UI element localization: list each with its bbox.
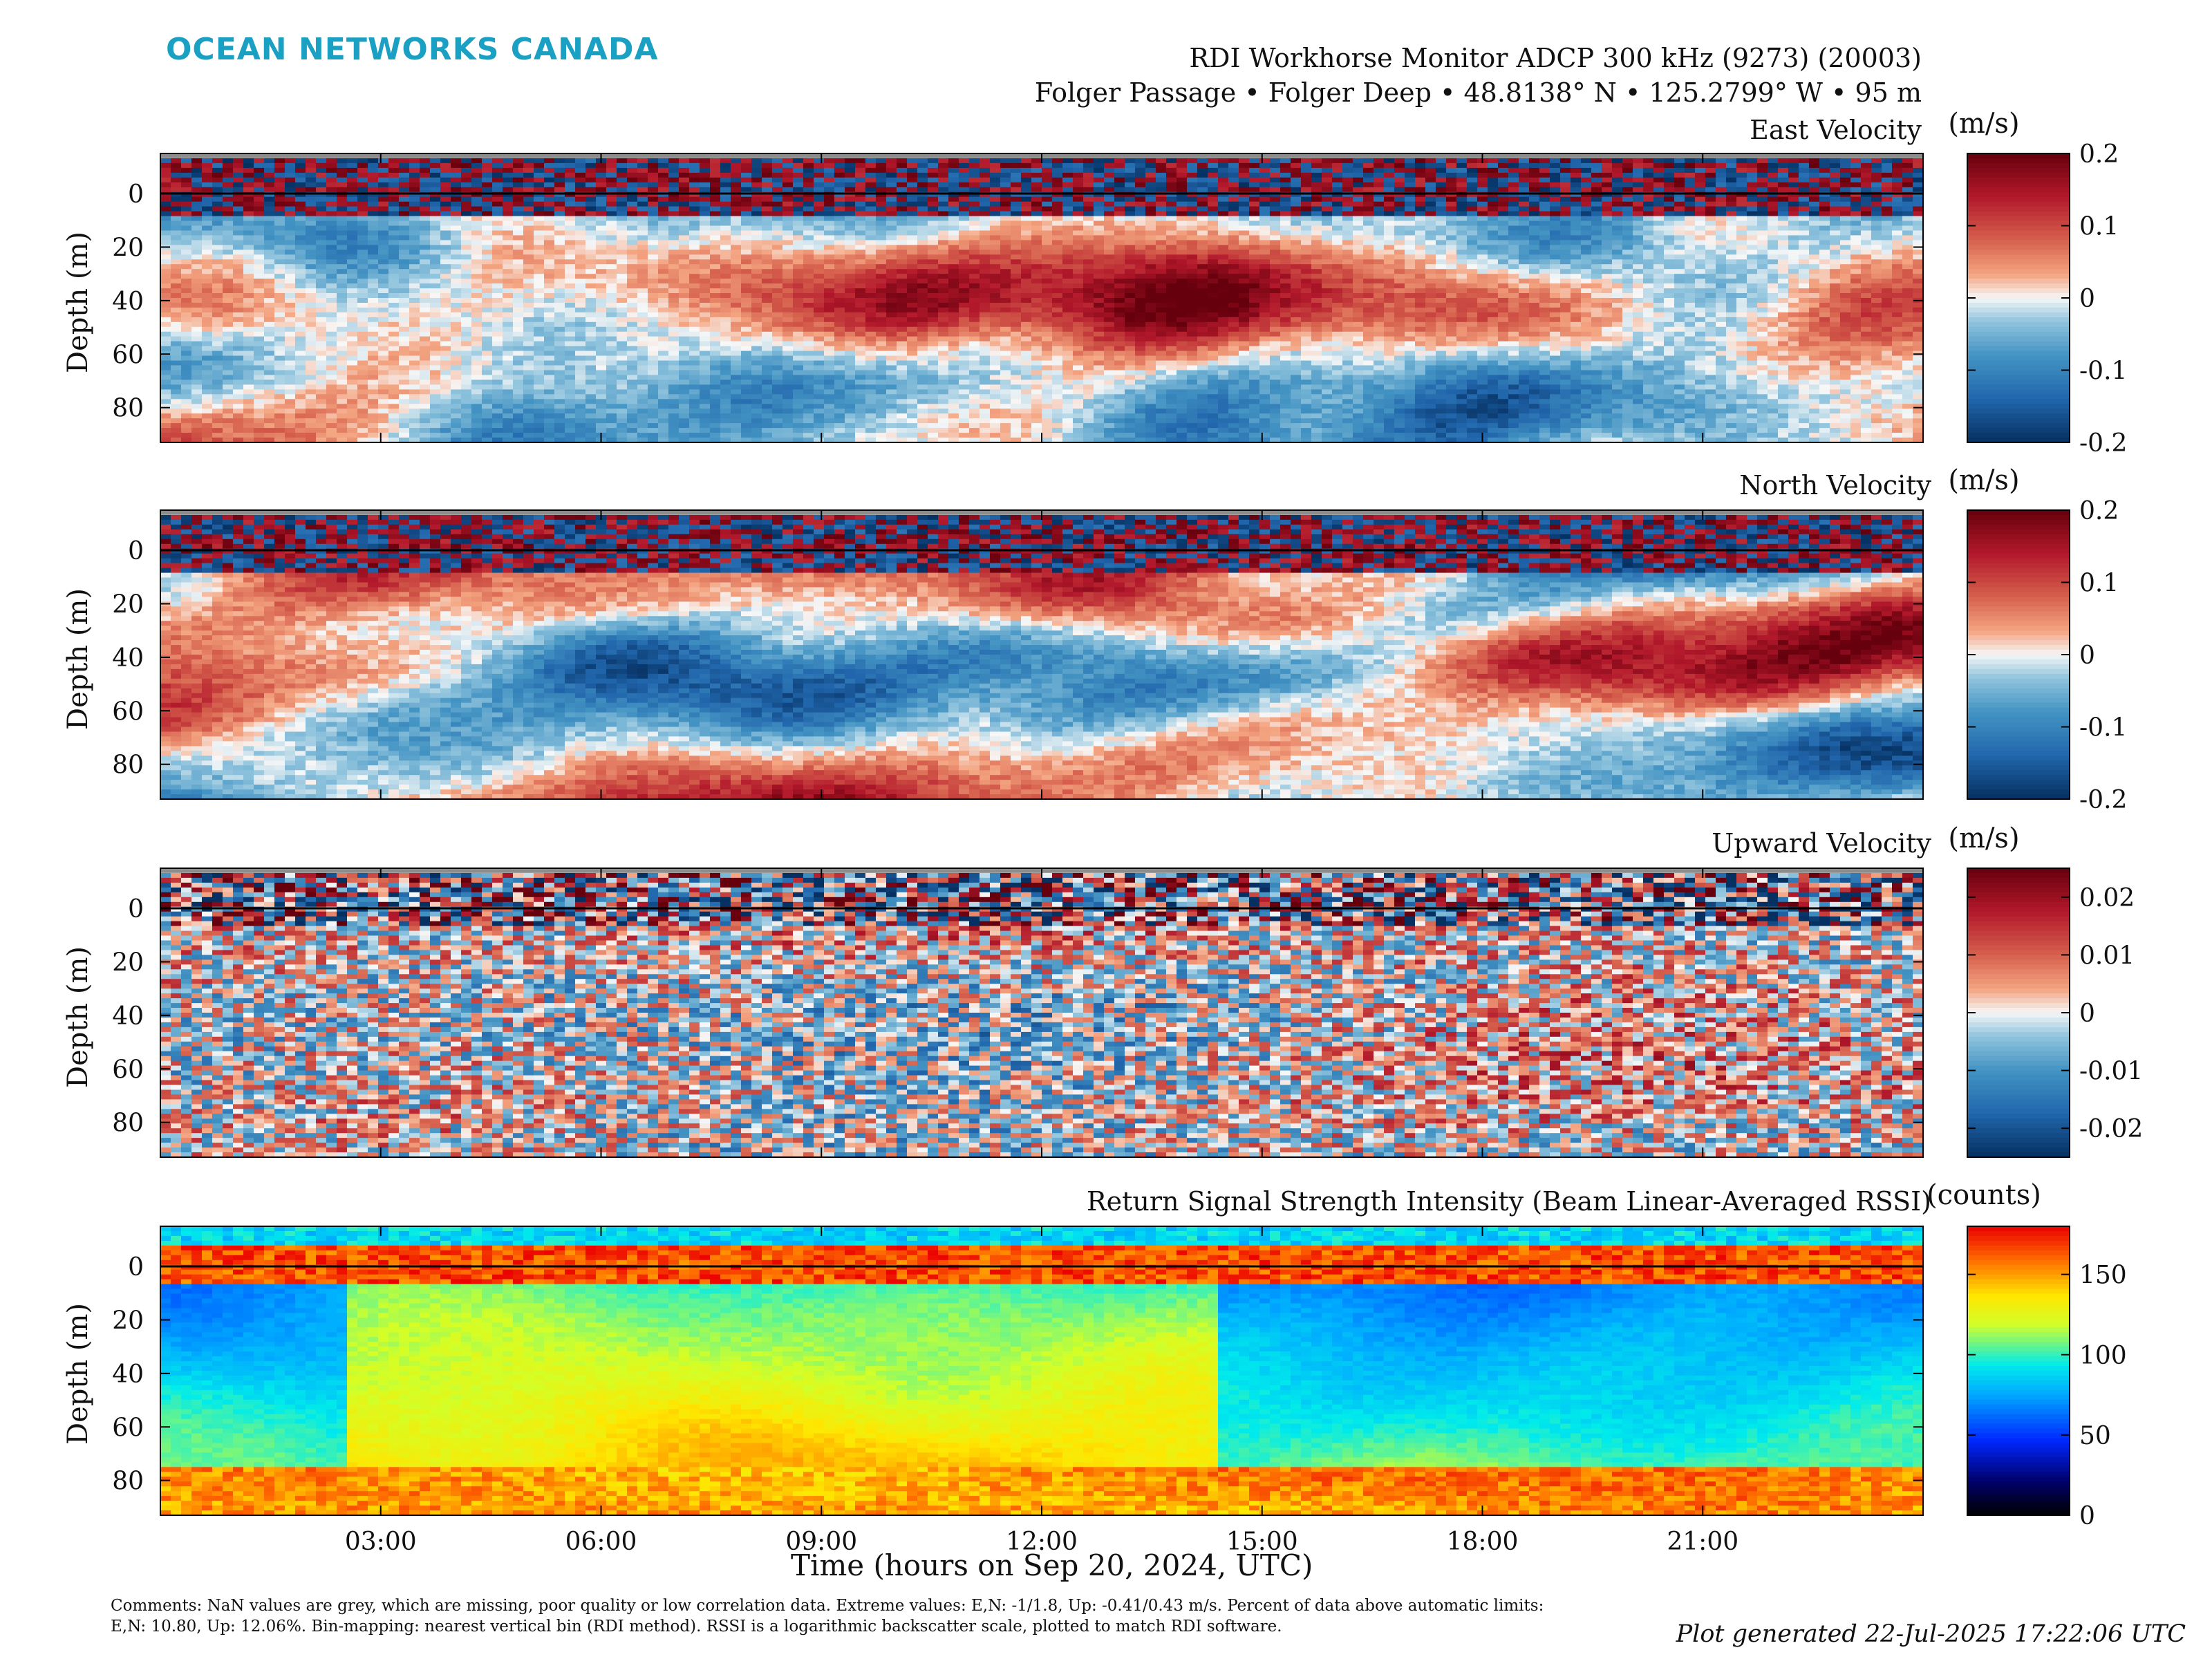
- colorbar-tick-label: 150: [2079, 1262, 2127, 1290]
- y-tick-label: 80: [112, 1109, 144, 1138]
- x-tick-label: 06:00: [565, 1528, 637, 1556]
- colorbar-tick-label: -0.1: [2079, 714, 2127, 742]
- colorbar-tick-label: 0.1: [2079, 213, 2119, 241]
- colorbar-tick-label: -0.2: [2079, 429, 2127, 458]
- colorbar-tick-label: -0.02: [2079, 1115, 2143, 1143]
- colorbar-tick-label: -0.1: [2079, 357, 2127, 386]
- x-tick-label: 03:00: [345, 1528, 417, 1556]
- colorbar-tick-label: 0: [2079, 641, 2095, 670]
- y-tick-label: 20: [112, 590, 144, 619]
- y-tick-label: 40: [112, 288, 144, 316]
- y-tick-label: 0: [128, 180, 144, 209]
- y-tick-label: 0: [128, 1253, 144, 1282]
- y-tick-label: 60: [112, 341, 144, 369]
- y-tick-label: 20: [112, 234, 144, 262]
- colorbar-tick-label: -0.01: [2079, 1058, 2143, 1086]
- x-axis-label: Time (hours on Sep 20, 2024, UTC): [791, 1548, 1313, 1582]
- colorbar-tick-label: 0.02: [2079, 884, 2135, 912]
- panel-2: 0 20 40 60 80 0.02 0.01 0 -0.01 -0.02: [112, 868, 2143, 1158]
- y-tick-label: 80: [112, 1468, 144, 1496]
- x-tick-label: 18:00: [1447, 1528, 1519, 1556]
- x-tick-label: 21:00: [1667, 1528, 1738, 1556]
- colorbar-tick-label: 100: [2079, 1342, 2127, 1370]
- plot-generated-timestamp: Plot generated 22-Jul-2025 17:22:06 UTC: [1676, 1620, 2186, 1648]
- colorbar-tick-label: -0.2: [2079, 786, 2127, 814]
- y-tick-label: 60: [112, 1056, 144, 1084]
- colorbar-tick-label: 0.2: [2079, 140, 2119, 169]
- y-tick-label: 40: [112, 644, 144, 673]
- colorbar-tick-label: 0.1: [2079, 570, 2119, 598]
- colorbar-tick-label: 0.2: [2079, 497, 2119, 525]
- panel-1: 0 20 40 60 80 0.2 0.1 0 -0.1 -0.2: [112, 497, 2127, 814]
- y-tick-label: 20: [112, 948, 144, 977]
- colorbar-tick-label: 0: [2079, 1000, 2095, 1028]
- y-tick-label: 40: [112, 1360, 144, 1389]
- y-tick-label: 80: [112, 395, 144, 423]
- y-tick-label: 80: [112, 751, 144, 780]
- colorbar-tick-label: 0: [2079, 1502, 2095, 1530]
- y-tick-label: 60: [112, 697, 144, 726]
- y-tick-label: 60: [112, 1414, 144, 1442]
- y-tick-label: 40: [112, 1002, 144, 1031]
- comments: Comments: NaN values are grey, which are…: [111, 1595, 1576, 1637]
- panel-0: 0 20 40 60 80 0.2 0.1 0 -0.1 -0.2: [112, 140, 2127, 458]
- colorbar-tick-label: 0.01: [2079, 941, 2135, 970]
- y-tick-label: 20: [112, 1306, 144, 1335]
- colorbar-tick-label: 0: [2079, 285, 2095, 313]
- y-tick-label: 0: [128, 537, 144, 565]
- colorbar-tick-label: 50: [2079, 1422, 2111, 1450]
- y-tick-label: 0: [128, 895, 144, 924]
